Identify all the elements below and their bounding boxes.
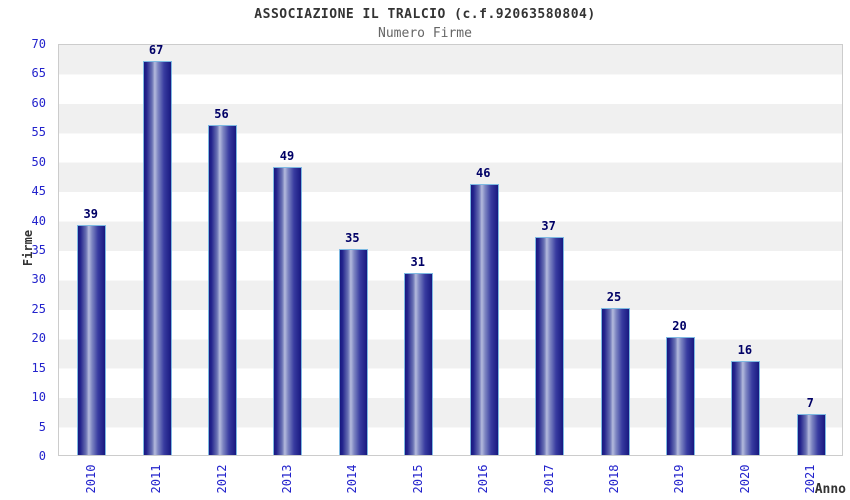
y-tick-label: 55 <box>31 125 46 140</box>
x-tick-label: 2012 <box>214 464 229 494</box>
x-tick-label: 2016 <box>476 464 491 494</box>
y-tick-label: 5 <box>38 419 46 434</box>
x-tick-label: 2018 <box>607 464 622 494</box>
bar-value-label: 67 <box>148 42 164 57</box>
bar-2014 <box>338 249 368 455</box>
y-tick-label: 45 <box>31 184 46 199</box>
y-tick-label: 25 <box>31 301 46 316</box>
y-tick-label: 0 <box>38 449 46 463</box>
x-tick-label: 2015 <box>410 464 425 494</box>
y-tick-label: 35 <box>31 243 46 257</box>
bar-2017 <box>535 237 565 455</box>
y-tick-label: 15 <box>31 360 46 375</box>
y-tick-label: 70 <box>31 37 46 51</box>
bar-value-label: 46 <box>475 166 491 181</box>
bar-value-label: 39 <box>83 207 98 222</box>
chart-subtitle: Numero Firme <box>378 26 472 41</box>
bar-2011 <box>142 60 172 455</box>
bar-2012 <box>208 125 238 455</box>
x-tick-label: 2020 <box>737 464 752 494</box>
x-axis-title: Anno <box>814 482 846 497</box>
bar-value-label: 25 <box>606 289 622 304</box>
y-tick-label: 50 <box>31 154 46 169</box>
x-tick-label: 2017 <box>541 464 556 494</box>
y-tick-label: 30 <box>31 272 46 287</box>
bar-2013 <box>273 166 303 455</box>
bar-2019 <box>665 337 695 455</box>
bar-value-label: 49 <box>279 148 295 163</box>
bar-2010 <box>77 225 107 455</box>
x-tick-label: 2014 <box>345 464 360 494</box>
bar-value-label: 20 <box>672 319 687 334</box>
x-tick-label: 2011 <box>149 464 164 494</box>
bar-2016 <box>469 184 499 455</box>
bar-2021 <box>796 413 826 455</box>
bar-value-label: 56 <box>214 107 229 122</box>
bar-2020 <box>731 360 761 455</box>
bar-value-label: 7 <box>806 395 814 410</box>
y-tick-label: 65 <box>31 66 46 81</box>
bar-value-label: 16 <box>737 342 753 357</box>
plot-area <box>58 44 843 456</box>
bar-2015 <box>404 272 434 455</box>
y-tick-label: 40 <box>31 213 46 228</box>
bar-2018 <box>600 307 630 455</box>
bar-value-label: 31 <box>410 254 425 269</box>
x-tick-label: 2010 <box>83 464 98 494</box>
chart-title: ASSOCIAZIONE IL TRALCIO (c.f.92063580804… <box>254 7 596 22</box>
y-tick-label: 10 <box>31 390 46 405</box>
x-tick-label: 2021 <box>803 464 818 494</box>
y-tick-label: 60 <box>31 95 46 110</box>
bar-value-label: 35 <box>345 231 360 245</box>
bar-value-label: 37 <box>541 219 556 234</box>
y-tick-label: 20 <box>31 331 46 346</box>
x-tick-label: 2013 <box>279 464 294 494</box>
x-tick-label: 2019 <box>672 464 687 494</box>
